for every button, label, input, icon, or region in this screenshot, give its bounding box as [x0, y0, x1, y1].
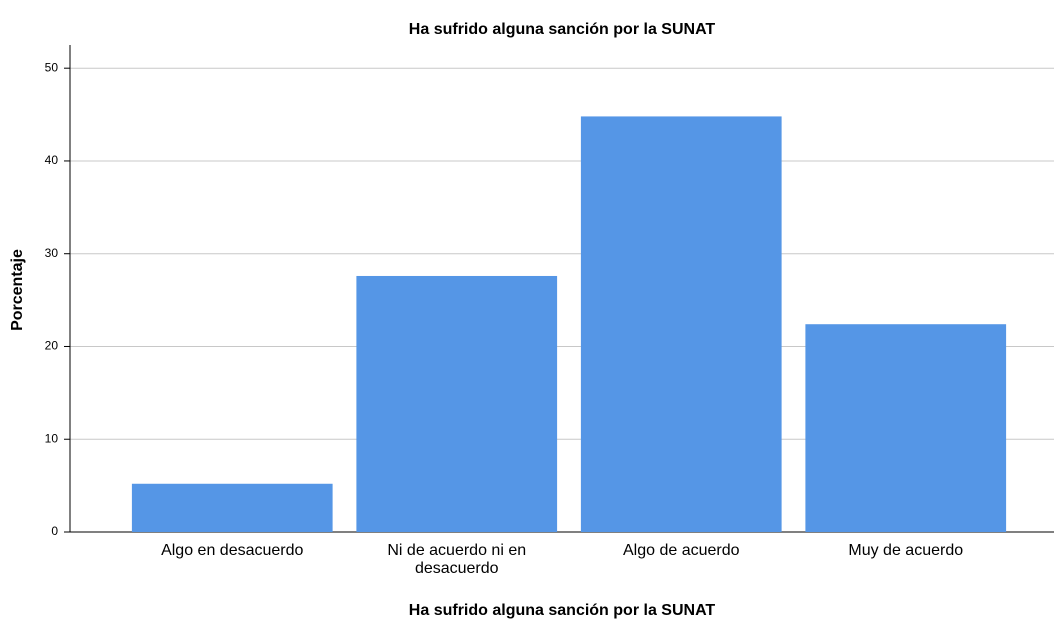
y-tick-label: 10: [45, 431, 59, 445]
y-tick-label: 0: [51, 524, 58, 538]
x-tick-label: Ni de acuerdo ni en desacuerdo: [387, 542, 527, 577]
y-tick-label: 50: [45, 60, 59, 74]
x-axis-label: Ha sufrido alguna sanción por la SUNAT: [409, 602, 716, 619]
bar: [805, 324, 1007, 532]
y-tick-label: 30: [45, 246, 59, 260]
y-axis-label: Porcentaje: [9, 249, 26, 331]
x-tick-label: Muy de acuerdo: [848, 542, 964, 559]
chart-title: Ha sufrido alguna sanción por la SUNAT: [409, 21, 716, 38]
bar: [580, 116, 782, 532]
x-tick-label: Algo en desacuerdo: [161, 542, 304, 559]
bar: [131, 483, 333, 532]
bar: [356, 275, 558, 532]
y-tick-label: 20: [45, 339, 59, 353]
x-tick-label: Algo de acuerdo: [622, 542, 740, 559]
y-tick-label: 40: [45, 153, 59, 167]
